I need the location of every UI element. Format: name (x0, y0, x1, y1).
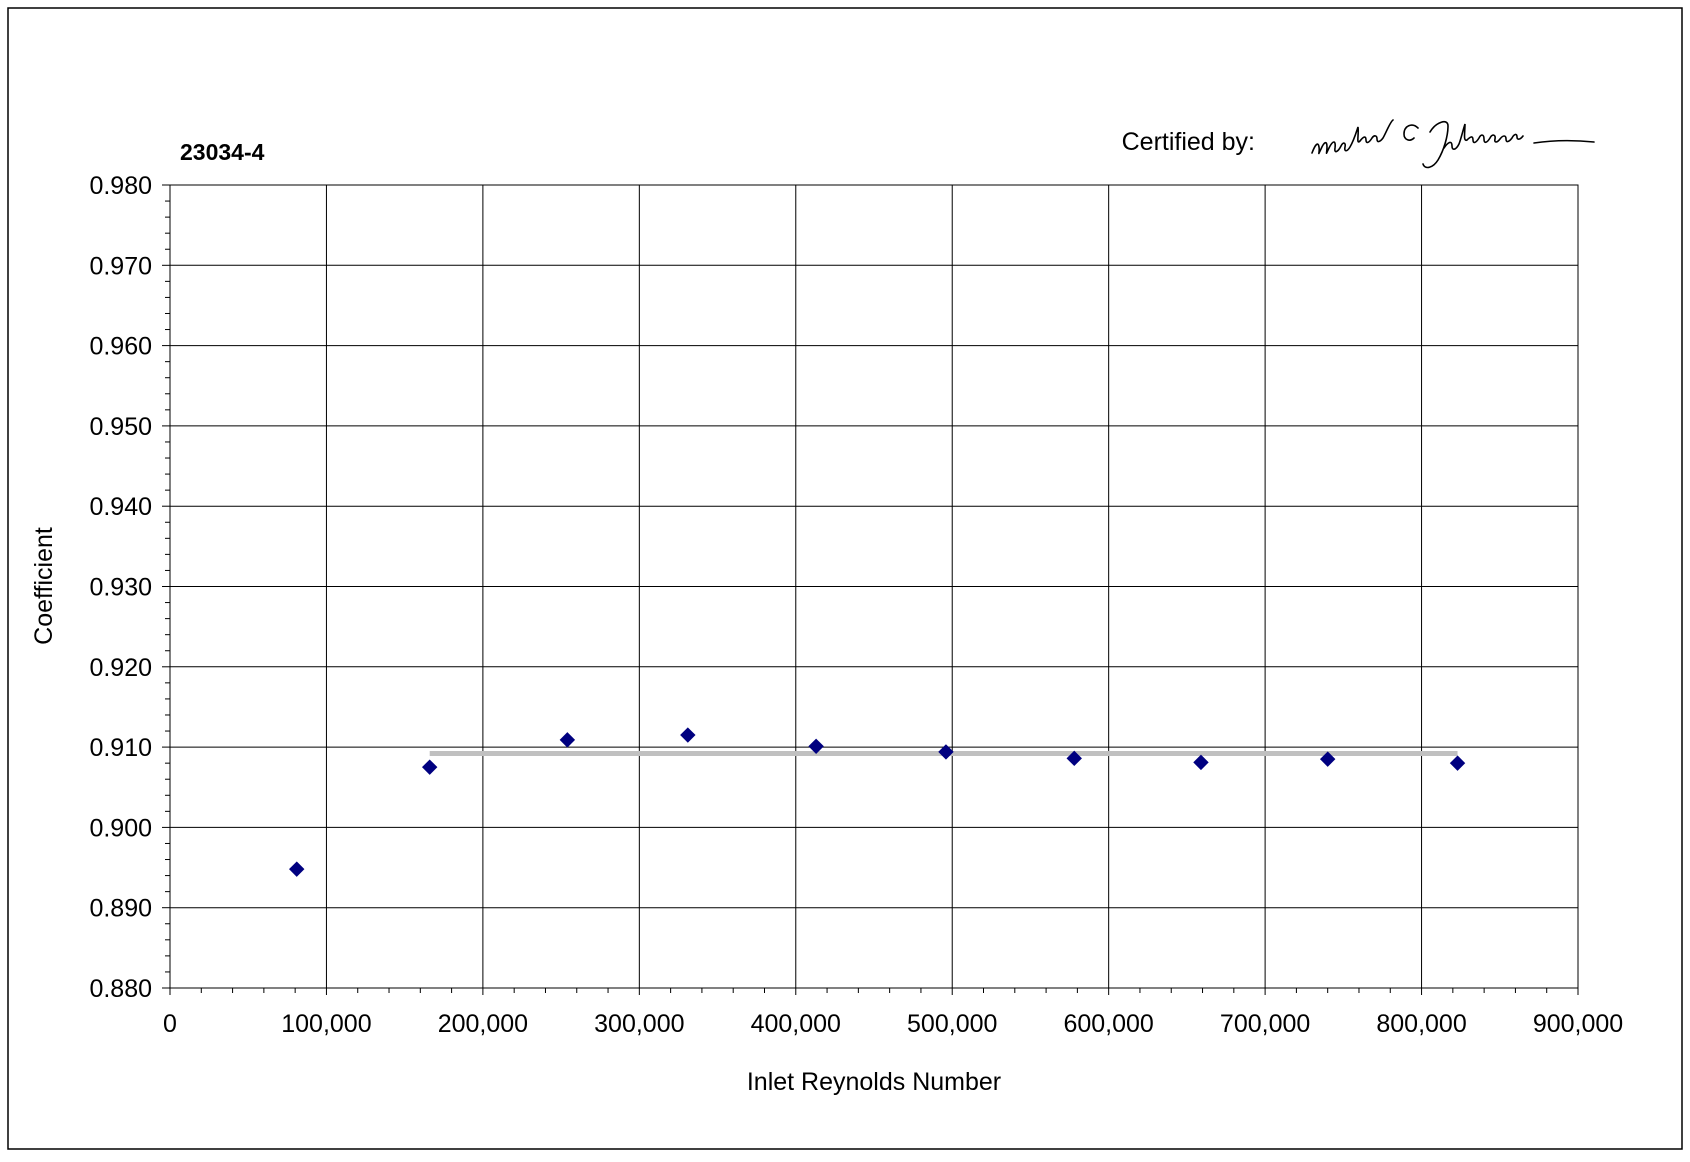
y-tick-label: 0.970 (89, 252, 152, 280)
data-point (938, 744, 954, 760)
data-point (808, 738, 824, 755)
data-point (559, 732, 576, 748)
y-tick-label: 0.960 (89, 333, 152, 361)
certified-label: Certified by: (1122, 128, 1255, 156)
y-tick-label: 0.880 (89, 975, 152, 1003)
y-tick-label: 0.900 (89, 814, 152, 842)
data-point (1319, 751, 1336, 767)
x-tick-label: 300,000 (594, 1010, 684, 1038)
y-tick-label: 0.940 (89, 493, 152, 521)
y-tick-label: 0.980 (89, 172, 152, 200)
tick-layer (162, 184, 1579, 995)
data-point (1449, 755, 1466, 771)
x-tick-label: 600,000 (1063, 1010, 1153, 1038)
x-axis-label: Inlet Reynolds Number (747, 1068, 1001, 1096)
plot-border (169, 184, 1579, 989)
y-tick-label: 0.910 (89, 734, 152, 762)
x-tick-label: 0 (163, 1010, 177, 1038)
label-layer: 0 100,000 200,000 300,000 400,000 500,000 600,… (89, 172, 1623, 1038)
y-tick-label: 0.950 (89, 413, 152, 441)
data-point (421, 759, 438, 775)
data-point (1193, 754, 1209, 771)
data-point (680, 727, 696, 743)
y-axis-label: Coefficient (30, 527, 58, 645)
x-tick-label: 800,000 (1376, 1010, 1466, 1038)
data-point (289, 861, 305, 877)
y-tick-label: 0.890 (89, 895, 152, 923)
data-point (1066, 750, 1082, 767)
y-tick-label: 0.930 (89, 574, 152, 602)
x-tick-label: 400,000 (751, 1010, 841, 1038)
x-tick-label: 200,000 (438, 1010, 528, 1038)
signature-graphic (1311, 119, 1595, 169)
x-tick-label: 500,000 (907, 1010, 997, 1038)
series-layer (289, 727, 1466, 877)
x-tick-label: 900,000 (1533, 1010, 1623, 1038)
chart-title: 23034-4 (180, 139, 265, 165)
grid-layer (170, 185, 1578, 988)
y-tick-label: 0.920 (89, 654, 152, 682)
x-tick-label: 100,000 (281, 1010, 371, 1038)
x-tick-label: 700,000 (1220, 1010, 1310, 1038)
